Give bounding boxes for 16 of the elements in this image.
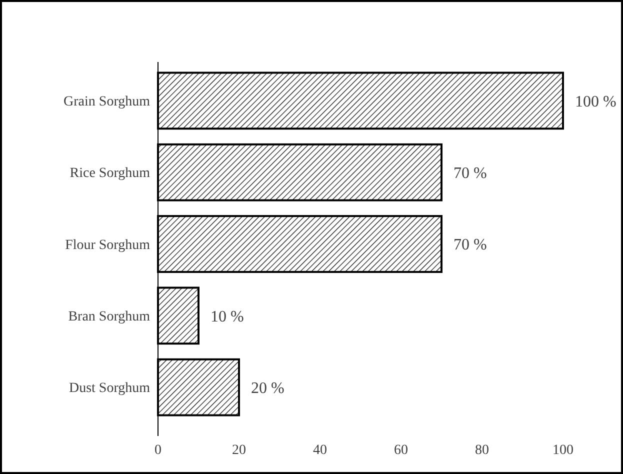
data-label: 20 %	[251, 380, 284, 397]
y-tick-label: Grain Sorghum	[64, 94, 150, 110]
y-tick-label: Rice Sorghum	[70, 166, 150, 182]
data-label: 70 %	[454, 164, 487, 182]
y-tick-label: Bran Sorghum	[68, 310, 150, 325]
data-label: 70 %	[454, 236, 487, 254]
x-tick-label: 0	[154, 443, 162, 458]
data-label: 10 %	[210, 308, 244, 326]
x-tick-label: 60	[394, 443, 408, 458]
data-label: 100 %	[575, 93, 616, 110]
x-tick-label: 80	[475, 443, 489, 458]
x-tick-label: 20	[232, 443, 246, 458]
y-tick-label: Dust Sorghum	[68, 381, 150, 396]
x-tick-label: 40	[313, 443, 327, 458]
x-tick-label: 100	[552, 443, 574, 458]
y-tick-label: Flour Sorghum	[65, 238, 150, 253]
